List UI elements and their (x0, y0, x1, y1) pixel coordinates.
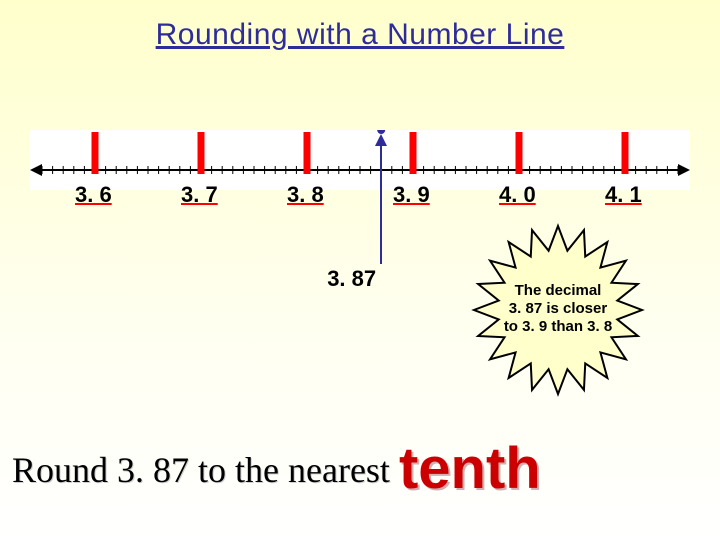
callout-line-2: 3. 87 is closer (509, 300, 607, 317)
instruction-prefix: Round 3. 87 to the nearest (12, 450, 399, 490)
number-line-svg (30, 130, 690, 190)
page-title: Rounding with a Number Line (0, 18, 720, 52)
value-arrow (361, 134, 401, 264)
axis-label: 3. 8 (287, 182, 324, 208)
axis-label: 4. 1 (605, 182, 642, 208)
callout-line-3: to 3. 9 than 3. 8 (504, 318, 612, 335)
instruction-highlight: tenth (399, 436, 541, 501)
axis-label: 4. 0 (499, 182, 536, 208)
axis-label: 3. 6 (75, 182, 112, 208)
callout-text: The decimal 3. 87 is closer to 3. 9 than… (478, 282, 638, 336)
callout-starburst: The decimal 3. 87 is closer to 3. 9 than… (470, 222, 646, 398)
number-line (30, 130, 690, 190)
callout-line-1: The decimal (515, 282, 602, 299)
value-label: 3. 87 (327, 266, 376, 292)
instruction-text: Round 3. 87 to the nearest tenth (12, 435, 541, 502)
axis-label: 3. 7 (181, 182, 218, 208)
